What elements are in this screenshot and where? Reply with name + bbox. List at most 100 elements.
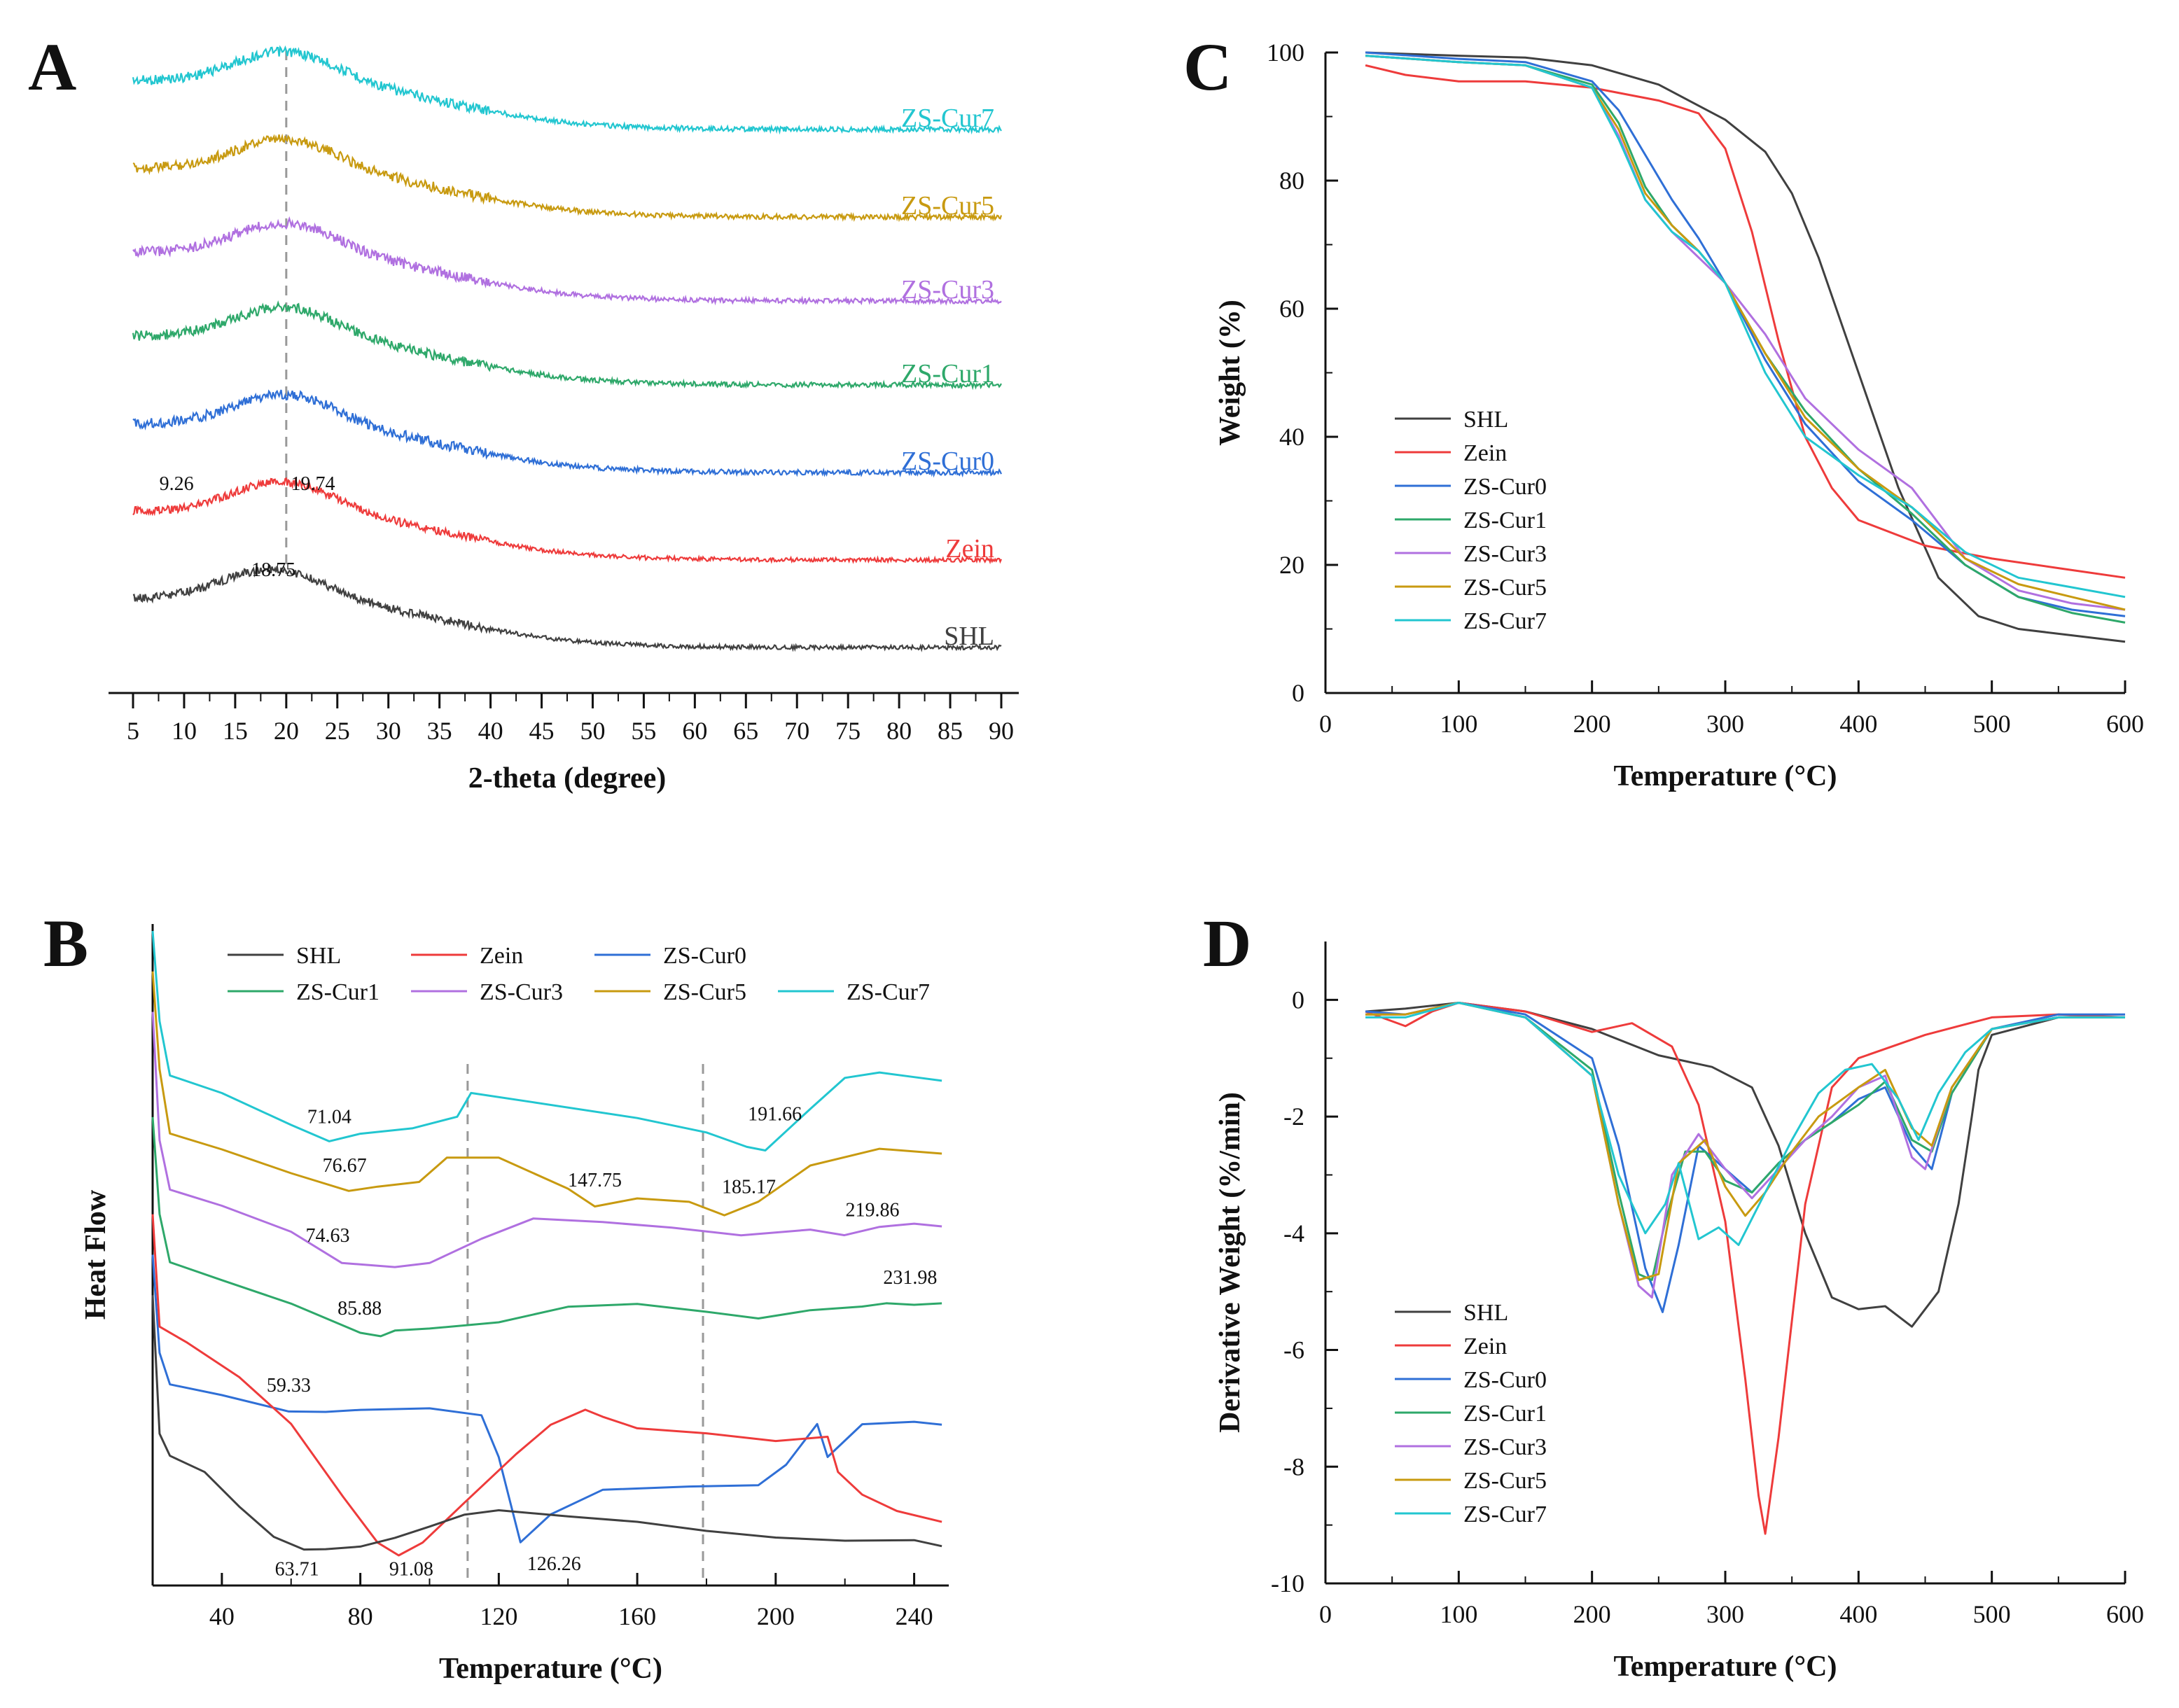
- panel-d-series-zs-cur5: [1365, 1002, 2125, 1281]
- panel-b-annotation: 71.04: [307, 1107, 351, 1128]
- panel-c-x-title: Temperature (°C): [1614, 760, 1837, 792]
- panel-c-y-title: Weight (%): [1214, 300, 1246, 446]
- panel-d-legend-label-zs-cur7: ZS-Cur7: [1463, 1502, 1547, 1527]
- panel-c-legend-label-zs-cur1: ZS-Cur1: [1463, 507, 1547, 533]
- panel-b-annotation: 91.08: [389, 1558, 433, 1580]
- panel-d-x-tick-label: 200: [1573, 1600, 1611, 1628]
- panel-a-series-zs-cur7: [132, 45, 1002, 135]
- panel-d-series-zs-cur0: [1365, 1002, 2125, 1313]
- panel-a-series-label-zs-cur3: ZS-Cur3: [901, 275, 994, 304]
- panel-b-series-zein: [151, 1214, 942, 1557]
- panel-a-x-tick-label: 35: [427, 717, 452, 745]
- panel-b: B 40 80 120 160 200 240 Temperature (°C) Heat Fl…: [43, 906, 949, 1685]
- panel-b-series-shl: [151, 1295, 942, 1551]
- panel-d-label: D: [1203, 906, 1251, 981]
- panel-c-legend-label-shl: SHL: [1463, 407, 1508, 433]
- panel-a-series-zs-cur1: [132, 300, 1002, 391]
- panel-c-legend-label-zs-cur0: ZS-Cur0: [1463, 474, 1547, 500]
- panel-a-x-tick-label: 80: [886, 717, 912, 745]
- panel-c-x-tick-label: 600: [2106, 710, 2144, 738]
- panel-d-legend-label-zein: Zein: [1463, 1334, 1507, 1359]
- panel-a-x-tick-label: 25: [325, 717, 350, 745]
- panel-d-y-tick-label: -2: [1283, 1102, 1304, 1130]
- panel-b-legend-label-zs-cur5: ZS-Cur5: [663, 979, 746, 1005]
- panel-a-x-tick-label: 45: [529, 717, 555, 745]
- panel-a-series-label-zein: Zein: [945, 534, 994, 564]
- panel-a-x-tick-label: 70: [784, 717, 809, 745]
- panel-c-y-tick-label: 40: [1279, 423, 1304, 451]
- panel-b-legend-label-zs-cur1: ZS-Cur1: [296, 979, 380, 1005]
- panel-c-y-tick-label: 100: [1267, 38, 1304, 66]
- panel-c-series-zs-cur1: [1365, 55, 2126, 624]
- panel-d: D 0 100 200 300 400 500 600 -10 -8 -6 -4 -2 0 Temperat…: [1203, 906, 2144, 1683]
- panel-a-series-zs-cur3: [132, 216, 1002, 306]
- panel-a-series-label-shl: SHL: [944, 622, 994, 651]
- panel-b-x-tick-label: 120: [480, 1602, 517, 1630]
- panel-b-annotation: 219.86: [846, 1200, 900, 1222]
- panel-b-x-tick-label: 160: [618, 1602, 656, 1630]
- panel-b-annotation: 59.33: [267, 1375, 311, 1396]
- panel-d-series-shl: [1365, 1002, 2125, 1328]
- panel-a-x-tick-label: 40: [478, 717, 503, 745]
- panel-b-series-zs-cur0: [151, 1254, 942, 1544]
- panel-d-x-tick-label: 600: [2106, 1600, 2144, 1628]
- panel-d-y-tick-label: -8: [1283, 1452, 1304, 1480]
- panel-c-x-tick-label: 0: [1319, 710, 1332, 738]
- panel-a-x-tick-label: 10: [172, 717, 197, 745]
- panel-a: A 5 10 15 20 25 30 35 40 45 50 55 60 65 70 75 80 85 90 2-th…: [28, 29, 1019, 794]
- panel-d-legend-label-zs-cur0: ZS-Cur0: [1463, 1367, 1547, 1393]
- panel-a-annotation: 19.74: [291, 473, 335, 495]
- panel-b-annotation: 191.66: [748, 1103, 802, 1125]
- panel-b-x-title: Temperature (°C): [439, 1653, 662, 1685]
- panel-b-annotation: 85.88: [337, 1298, 382, 1320]
- panel-b-annotation: 147.75: [568, 1170, 622, 1191]
- panel-d-series-zs-cur1: [1365, 1002, 2125, 1281]
- panel-b-legend-label-zs-cur7: ZS-Cur7: [847, 979, 930, 1005]
- panel-b-legend-label-zs-cur0: ZS-Cur0: [663, 943, 746, 969]
- panel-c-y-tick-label: 20: [1279, 551, 1304, 579]
- panel-d-x-tick-label: 300: [1706, 1600, 1744, 1628]
- panel-d-series-zs-cur7: [1365, 1002, 2125, 1246]
- panel-a-x-tick-label: 5: [127, 717, 139, 745]
- panel-a-x-title: 2-theta (degree): [468, 762, 667, 794]
- panel-b-x-tick-label: 80: [348, 1602, 373, 1630]
- panel-c-x-tick-label: 200: [1573, 710, 1611, 738]
- panel-a-x-tick-label: 85: [938, 717, 963, 745]
- panel-c-label: C: [1183, 29, 1232, 104]
- panel-a-x-tick-label: 75: [835, 717, 861, 745]
- panel-a-x-tick-label: 50: [580, 717, 605, 745]
- panel-a-annotation: 18.75: [251, 559, 295, 581]
- panel-c-legend-label-zs-cur5: ZS-Cur5: [1463, 575, 1547, 601]
- panel-c-series-shl: [1365, 51, 2126, 643]
- panel-c-y-tick-label: 60: [1279, 295, 1304, 323]
- panel-d-y-tick-label: -10: [1271, 1569, 1304, 1597]
- panel-d-x-tick-label: 100: [1440, 1600, 1477, 1628]
- panel-b-label: B: [43, 906, 88, 981]
- panel-a-x-tick-label: 15: [223, 717, 248, 745]
- panel-c: C 0 100 200 300 400 500 600 0 20 40 60 80 100 Temperat…: [1183, 29, 2144, 792]
- panel-b-x-tick-label: 200: [757, 1602, 795, 1630]
- panel-a-annotation: 9.26: [160, 473, 194, 495]
- panel-d-x-tick-label: 500: [1973, 1600, 2011, 1628]
- panel-a-x-tick-label: 60: [682, 717, 707, 745]
- panel-d-x-tick-label: 400: [1839, 1600, 1877, 1628]
- panel-a-x-tick-label: 65: [733, 717, 758, 745]
- panel-c-x-tick-label: 100: [1440, 710, 1477, 738]
- panel-a-label: A: [28, 29, 76, 104]
- panel-d-legend-label-shl: SHL: [1463, 1300, 1508, 1326]
- panel-b-legend-label-shl: SHL: [296, 943, 341, 969]
- panel-c-x-tick-label: 400: [1839, 710, 1877, 738]
- panel-b-legend-label-zein: Zein: [480, 943, 523, 969]
- panel-b-annotation: 126.26: [527, 1553, 581, 1575]
- panel-a-x-tick-label: 30: [376, 717, 401, 745]
- panel-b-series-zs-cur1: [151, 1116, 942, 1338]
- panel-d-y-tick-label: -4: [1283, 1219, 1304, 1247]
- panel-b-annotation: 63.71: [275, 1559, 319, 1581]
- panel-d-y-tick-label: -6: [1283, 1336, 1304, 1364]
- panel-a-series-zein: [132, 477, 1003, 565]
- panel-c-legend-label-zs-cur3: ZS-Cur3: [1463, 541, 1547, 567]
- panel-c-legend-label-zein: Zein: [1463, 440, 1507, 466]
- panel-b-annotation: 76.67: [323, 1155, 367, 1177]
- panel-d-y-title: Derivative Weight (%/min): [1214, 1092, 1246, 1433]
